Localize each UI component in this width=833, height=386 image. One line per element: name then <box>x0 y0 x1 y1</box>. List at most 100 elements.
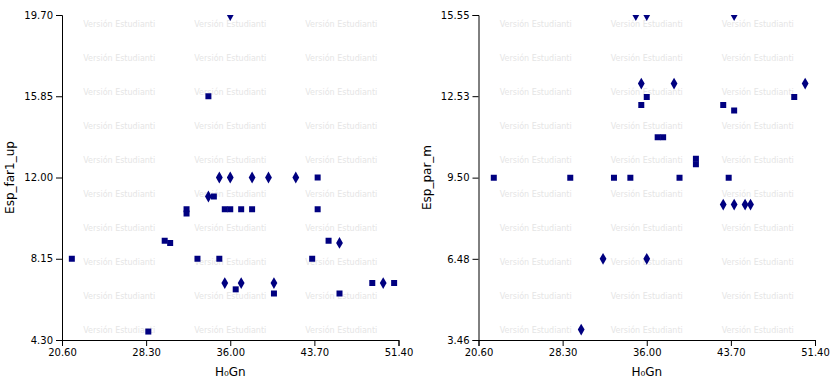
x-tick-label: 51.40 <box>385 347 414 358</box>
watermark: Versión Estudianti <box>305 189 377 199</box>
point <box>315 175 321 181</box>
x-tick-label: 20.60 <box>465 347 494 358</box>
y-tick: 15.55 <box>441 10 479 21</box>
y-tick-label: 6.48 <box>447 254 469 265</box>
point <box>643 15 650 21</box>
y-tick: 8.15 <box>31 253 62 264</box>
x-tick-mark <box>399 340 400 346</box>
x-tick: 28.30 <box>132 340 161 358</box>
watermark: Versión Estudianti <box>722 189 794 199</box>
y-tick: 12.00 <box>24 172 62 183</box>
x-tick-mark <box>815 340 816 346</box>
point <box>655 134 661 140</box>
point <box>194 256 200 262</box>
series <box>578 15 809 335</box>
y-tick-mark <box>473 178 479 179</box>
x-tick-label: 43.70 <box>301 347 330 358</box>
x-axis: 20.6028.3036.0043.7051.40 <box>48 340 413 358</box>
y-tick-mark <box>56 259 62 260</box>
point <box>627 175 633 181</box>
point <box>791 94 797 100</box>
watermark: Versión Estudianti <box>500 53 572 63</box>
watermark: Versión Estudianti <box>500 121 572 131</box>
x-tick-label: 51.40 <box>801 347 830 358</box>
watermark: Versión Estudianti <box>194 87 266 97</box>
point <box>309 256 315 262</box>
series <box>69 93 397 334</box>
y-tick-label: 3.46 <box>447 335 469 346</box>
point <box>632 15 639 21</box>
watermark: Versión Estudianti <box>722 53 794 63</box>
y-tick-mark <box>473 340 479 341</box>
watermark: Versión Estudianti <box>722 291 794 301</box>
x-tick-label: 36.00 <box>216 347 245 358</box>
watermark: Versión Estudianti <box>305 257 377 267</box>
x-tick: 28.30 <box>549 340 578 358</box>
watermark: Versión Estudianti <box>611 121 683 131</box>
point <box>216 172 223 184</box>
watermark: Versión Estudianti <box>611 291 683 301</box>
point <box>145 329 151 335</box>
y-tick: 6.48 <box>447 254 478 265</box>
watermark: Versión Estudianti <box>194 121 266 131</box>
watermark: Versión Estudianti <box>722 155 794 165</box>
y-tick-label: 9.50 <box>447 172 469 183</box>
x-axis-line <box>63 341 400 347</box>
watermark: Versión Estudianti <box>194 325 266 335</box>
x-axis-title: H₀Gn <box>631 365 662 379</box>
point <box>726 175 732 181</box>
point <box>249 206 255 212</box>
x-tick: 51.40 <box>385 340 414 358</box>
watermark: Versión Estudianti <box>500 325 572 335</box>
y-tick-label: 15.55 <box>441 10 470 21</box>
watermark: Versión Estudianti <box>611 155 683 165</box>
point <box>731 107 737 113</box>
point <box>205 191 212 203</box>
x-tick-mark <box>731 340 732 346</box>
point <box>216 256 222 262</box>
point <box>233 286 239 292</box>
point <box>271 291 277 297</box>
point <box>292 172 299 184</box>
watermark: Versión Estudianti <box>722 87 794 97</box>
point <box>644 94 650 100</box>
y-tick-mark <box>473 259 479 260</box>
watermark: Versión Estudianti <box>722 121 794 131</box>
watermark: Versión Estudianti <box>194 291 266 301</box>
plot-area <box>491 15 809 335</box>
watermark: Versión Estudianti <box>611 325 683 335</box>
y-tick-label: 15.85 <box>24 91 53 102</box>
point <box>731 199 738 211</box>
watermark: Versión Estudianti <box>611 189 683 199</box>
x-tick: 43.70 <box>717 340 746 358</box>
x-axis-line <box>479 341 816 347</box>
watermark: Versión Estudianti <box>194 223 266 233</box>
point <box>227 206 233 212</box>
y-axis-title: Esp_par_m <box>420 145 434 210</box>
watermark: Versión Estudianti <box>305 19 377 29</box>
watermark: Versión Estudianti <box>722 19 794 29</box>
x-tick: 51.40 <box>801 340 830 358</box>
point <box>567 175 573 181</box>
y-axis-title: Esp_far1_up <box>3 141 17 214</box>
point <box>205 93 211 99</box>
watermark: Versión Estudianti <box>722 325 794 335</box>
y-axis: 4.308.1512.0015.8519.70 <box>24 10 62 346</box>
watermark: Versión Estudianti <box>305 155 377 165</box>
point <box>222 206 228 212</box>
point <box>184 210 190 216</box>
watermark: Versión Estudianti <box>500 223 572 233</box>
point <box>693 161 699 167</box>
y-tick-mark <box>473 96 479 97</box>
point <box>720 199 727 211</box>
watermark: Versión Estudianti <box>611 223 683 233</box>
point <box>600 253 607 265</box>
y-axis: 3.466.489.5012.5315.55 <box>441 10 479 346</box>
y-tick-label: 8.15 <box>31 253 53 264</box>
point <box>380 277 387 289</box>
y-tick-mark <box>473 15 479 16</box>
x-tick-mark <box>647 340 648 346</box>
watermark: Versión Estudianti <box>83 19 155 29</box>
y-tick-mark <box>56 178 62 179</box>
watermark-layer: Versión Estudianti Versión Estudianti Vers… <box>83 19 377 335</box>
